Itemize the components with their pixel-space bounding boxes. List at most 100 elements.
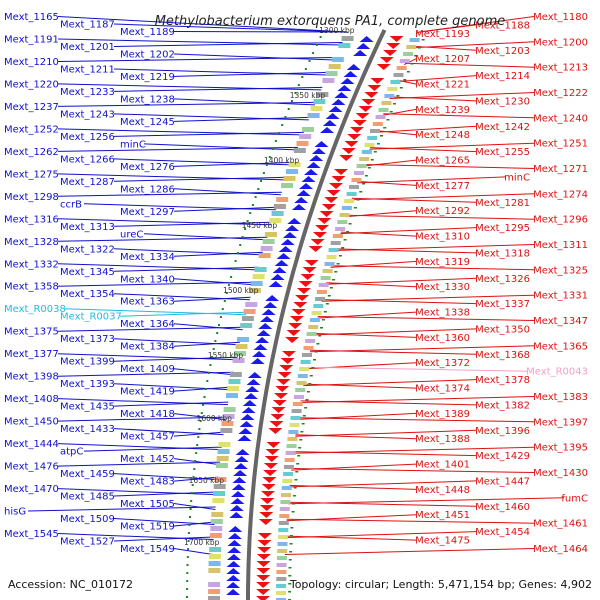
plus-strand-gene bbox=[389, 36, 404, 42]
leader-line bbox=[300, 400, 477, 406]
feature-block bbox=[276, 556, 287, 560]
tick-mark bbox=[318, 335, 322, 337]
feature-block bbox=[276, 598, 286, 600]
feature-block bbox=[245, 302, 258, 307]
gene-label: Mext_1347 bbox=[533, 316, 588, 327]
gene-label: Mext_1378 bbox=[475, 375, 530, 386]
minus-strand-gene bbox=[237, 435, 252, 441]
tick-mark bbox=[200, 412, 203, 414]
minus-strand-gene bbox=[230, 498, 245, 504]
gene-label: Mext_1461 bbox=[533, 519, 588, 530]
tick-mark bbox=[221, 308, 224, 310]
plus-strand-gene bbox=[272, 400, 287, 406]
feature-block bbox=[324, 262, 335, 266]
plus-strand-gene bbox=[277, 372, 292, 378]
feature-block bbox=[243, 309, 256, 314]
leader-line bbox=[351, 197, 477, 203]
gene-label: Mext_1180 bbox=[533, 12, 588, 23]
plus-strand-gene bbox=[326, 190, 341, 196]
feature-block bbox=[403, 52, 414, 56]
gene-label: Mext_1374 bbox=[415, 384, 470, 395]
feature-tracks bbox=[208, 36, 420, 600]
minus-strand-gene bbox=[328, 106, 343, 112]
feature-block bbox=[399, 59, 410, 63]
tick-mark bbox=[306, 391, 310, 393]
leader-line bbox=[173, 278, 254, 286]
scale-label: 1500 kbp bbox=[223, 286, 259, 295]
plus-strand-gene bbox=[291, 309, 306, 315]
plus-strand-gene bbox=[367, 85, 382, 91]
minus-strand-gene bbox=[238, 428, 253, 434]
leader-line bbox=[173, 206, 277, 212]
tick-mark bbox=[403, 79, 407, 81]
tick-mark bbox=[294, 92, 297, 94]
plus-strand-gene bbox=[269, 421, 284, 427]
plus-strand-gene bbox=[310, 239, 325, 245]
feature-block bbox=[278, 521, 289, 525]
leader-line bbox=[340, 231, 417, 237]
gene-label: Mext_1251 bbox=[533, 139, 588, 150]
gene-label: Mext_1313 bbox=[60, 222, 115, 233]
minus-strand-gene bbox=[334, 92, 349, 98]
feature-block bbox=[213, 491, 225, 496]
tick-mark bbox=[320, 327, 323, 329]
feature-block bbox=[299, 367, 310, 371]
minus-strand-gene bbox=[299, 183, 313, 189]
leader-line bbox=[57, 263, 258, 271]
tick-mark bbox=[219, 316, 222, 318]
feature-block bbox=[276, 591, 287, 595]
feature-block bbox=[208, 554, 221, 559]
leader-line bbox=[173, 548, 213, 555]
plus-strand-gene bbox=[370, 78, 385, 84]
plus-strand-gene bbox=[302, 267, 317, 273]
feature-block bbox=[356, 164, 367, 168]
tick-mark bbox=[376, 143, 380, 145]
plus-strand-gene bbox=[256, 575, 271, 581]
leader-line bbox=[57, 173, 287, 181]
tick-mark bbox=[209, 364, 212, 366]
tick-mark bbox=[265, 164, 268, 166]
gene-label: Mext_1219 bbox=[120, 72, 175, 83]
tick-mark bbox=[296, 463, 300, 465]
gene-label: Mext_1326 bbox=[475, 274, 530, 285]
tick-mark bbox=[239, 244, 242, 246]
gene-label: Mext_1382 bbox=[475, 400, 530, 411]
tick-mark bbox=[281, 124, 284, 126]
leader-line bbox=[57, 488, 217, 496]
minus-strand-gene bbox=[268, 281, 283, 287]
feature-block bbox=[288, 430, 299, 434]
tick-mark bbox=[251, 204, 254, 206]
leader-line bbox=[295, 434, 417, 440]
gene-label: Mext_1452 bbox=[120, 454, 175, 465]
gene-label: Mext_1310 bbox=[415, 232, 470, 243]
minus-strand-gene bbox=[285, 225, 300, 231]
plus-strand-gene bbox=[282, 351, 296, 357]
leader-line bbox=[303, 379, 477, 387]
minus-strand-gene bbox=[259, 316, 274, 322]
plus-strand-gene bbox=[304, 260, 319, 266]
tick-mark bbox=[308, 383, 312, 385]
gene-label: Mext_1545 bbox=[4, 529, 59, 540]
leader-line bbox=[57, 83, 322, 91]
leader-line bbox=[57, 16, 348, 33]
gene-label: Mext_1191 bbox=[4, 35, 59, 46]
tick-mark bbox=[186, 572, 189, 574]
gene-label: ccrB bbox=[60, 199, 82, 210]
plus-strand-gene bbox=[262, 477, 277, 483]
tick-mark bbox=[192, 476, 195, 478]
gene-label: Mext_1165 bbox=[4, 12, 59, 23]
scale-label: 1350 kbp bbox=[290, 91, 326, 100]
minus-strand-gene bbox=[282, 232, 297, 238]
gene-label: Mext_1409 bbox=[120, 364, 175, 375]
gene-label: Mext_1296 bbox=[533, 215, 588, 226]
feature-block bbox=[384, 94, 395, 98]
gene-label: Mext_1193 bbox=[415, 29, 470, 40]
feature-block bbox=[273, 204, 286, 209]
leader-line bbox=[113, 113, 309, 121]
feature-block bbox=[296, 381, 307, 385]
tick-mark bbox=[346, 231, 350, 233]
leader-line bbox=[57, 443, 222, 451]
leader-line bbox=[404, 62, 535, 68]
gene-label: atpC bbox=[60, 447, 83, 458]
plus-strand-gene bbox=[298, 281, 313, 287]
